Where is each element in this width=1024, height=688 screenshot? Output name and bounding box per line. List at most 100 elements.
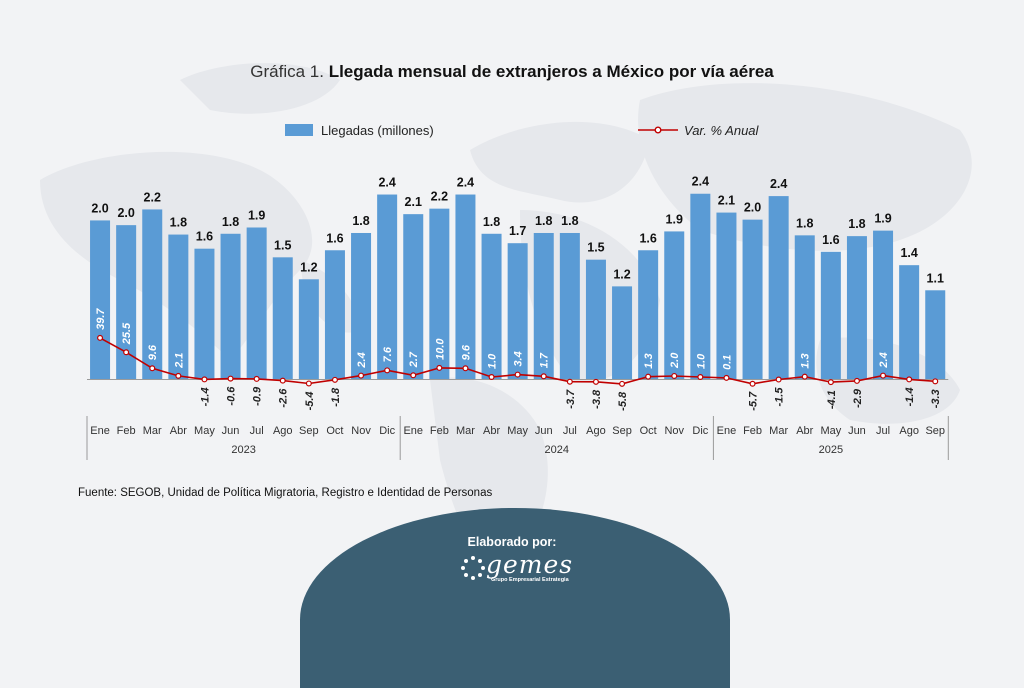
bar-label: 1.8 — [796, 216, 813, 230]
bar — [612, 286, 633, 379]
bar-label: 1.6 — [639, 231, 656, 245]
bar-label: 2.1 — [718, 194, 735, 208]
bar — [507, 243, 528, 379]
x-tick-label: Mar — [769, 425, 788, 437]
line-point — [932, 378, 939, 385]
bar-label: 1.1 — [927, 271, 944, 285]
bar — [90, 220, 111, 379]
line-point — [645, 373, 652, 380]
line-point — [175, 372, 182, 379]
bar — [142, 209, 163, 379]
bar — [403, 214, 424, 379]
line-point — [906, 376, 913, 383]
bar-label: 1.8 — [535, 214, 552, 228]
line-label: -3.8 — [591, 389, 603, 409]
line-point — [514, 371, 521, 378]
chart-title-prefix: Gráfica 1. — [250, 62, 324, 81]
line-point — [723, 374, 730, 381]
x-tick-label: Sep — [925, 425, 945, 437]
line-label: -5.8 — [617, 391, 629, 411]
legend-line-marker — [654, 126, 662, 134]
line-label: 9.6 — [460, 344, 472, 360]
line-point — [775, 376, 782, 383]
x-tick-label: Feb — [743, 425, 762, 437]
logo-wordmark: gemes — [486, 550, 574, 579]
bar — [272, 257, 293, 379]
chart-title: Gráfica 1. Llegada mensual de extranjero… — [0, 62, 1024, 82]
line-label: -1.5 — [774, 387, 786, 407]
line-label: 2.0 — [669, 352, 681, 369]
bar — [194, 248, 215, 379]
line-point — [462, 365, 469, 372]
bar-label: 2.1 — [405, 195, 422, 209]
line-point — [540, 373, 547, 380]
line-label: 2.4 — [878, 352, 890, 368]
bar — [220, 233, 241, 379]
bar — [742, 219, 763, 379]
line-label: 1.7 — [539, 352, 551, 368]
bar — [246, 227, 267, 379]
line-label: 2.7 — [408, 351, 420, 368]
x-tick-label: Ago — [586, 425, 606, 437]
line-point — [410, 372, 417, 379]
line-label: -5.4 — [304, 391, 316, 410]
bar-label: 1.6 — [326, 231, 343, 245]
x-tick-label: Nov — [664, 425, 684, 437]
line-label: 1.3 — [643, 353, 655, 368]
bar-label: 1.8 — [352, 214, 369, 228]
line-point — [97, 334, 104, 341]
x-tick-label: Sep — [299, 425, 319, 437]
x-tick-label: Ago — [899, 425, 919, 437]
line-point — [488, 373, 495, 380]
bar-label: 1.8 — [848, 217, 865, 231]
bar-label: 1.8 — [170, 216, 187, 230]
line-label: -3.3 — [930, 389, 942, 408]
x-tick-label: Oct — [640, 425, 657, 437]
x-tick-label: Jul — [250, 425, 264, 437]
bar — [168, 234, 189, 379]
bar — [481, 233, 502, 379]
x-tick-label: Sep — [612, 425, 632, 437]
x-tick-label: Jul — [876, 425, 890, 437]
x-tick-label: Nov — [351, 425, 371, 437]
line-point — [279, 377, 286, 384]
x-tick-label: Ene — [717, 425, 737, 437]
bar — [324, 250, 345, 379]
footer-label: Elaborado por: — [467, 535, 557, 549]
line-point — [619, 380, 626, 387]
line-label: -4.1 — [826, 390, 838, 409]
bar-label: 1.6 — [196, 230, 213, 244]
line-label: -3.7 — [565, 389, 577, 409]
bar — [690, 193, 711, 379]
line-point — [671, 372, 678, 379]
legend-bar-swatch — [285, 124, 313, 136]
line-point — [827, 379, 834, 386]
gemes-logo: gemes Grupo Empresarial Estrategia — [458, 550, 578, 590]
bar-label: 1.4 — [900, 246, 917, 260]
year-label: 2023 — [231, 444, 255, 456]
x-tick-label: Jul — [563, 425, 577, 437]
line-point — [253, 375, 260, 382]
line-label: -2.6 — [278, 388, 290, 408]
bar — [664, 231, 685, 379]
line-label: 1.3 — [800, 353, 812, 368]
bar — [455, 194, 476, 379]
line-label: 0.1 — [721, 355, 733, 370]
line-point — [880, 372, 887, 379]
x-tick-label: May — [820, 425, 841, 437]
bar-label: 2.2 — [431, 190, 448, 204]
bar-label: 1.9 — [248, 208, 265, 222]
line-point — [801, 373, 808, 380]
bar — [559, 232, 580, 379]
legend-line-label: Var. % Anual — [684, 123, 760, 138]
bar — [377, 194, 398, 379]
x-tick-label: Dic — [379, 425, 395, 437]
bar-label: 2.4 — [457, 176, 474, 190]
x-tick-label: Mar — [143, 425, 162, 437]
line-point — [358, 372, 365, 379]
chart-title-main: Llegada mensual de extranjeros a México … — [328, 62, 774, 81]
year-label: 2024 — [545, 444, 569, 456]
line-label: 2.4 — [356, 352, 368, 368]
bar-label: 1.2 — [613, 267, 630, 281]
bar — [925, 290, 946, 379]
